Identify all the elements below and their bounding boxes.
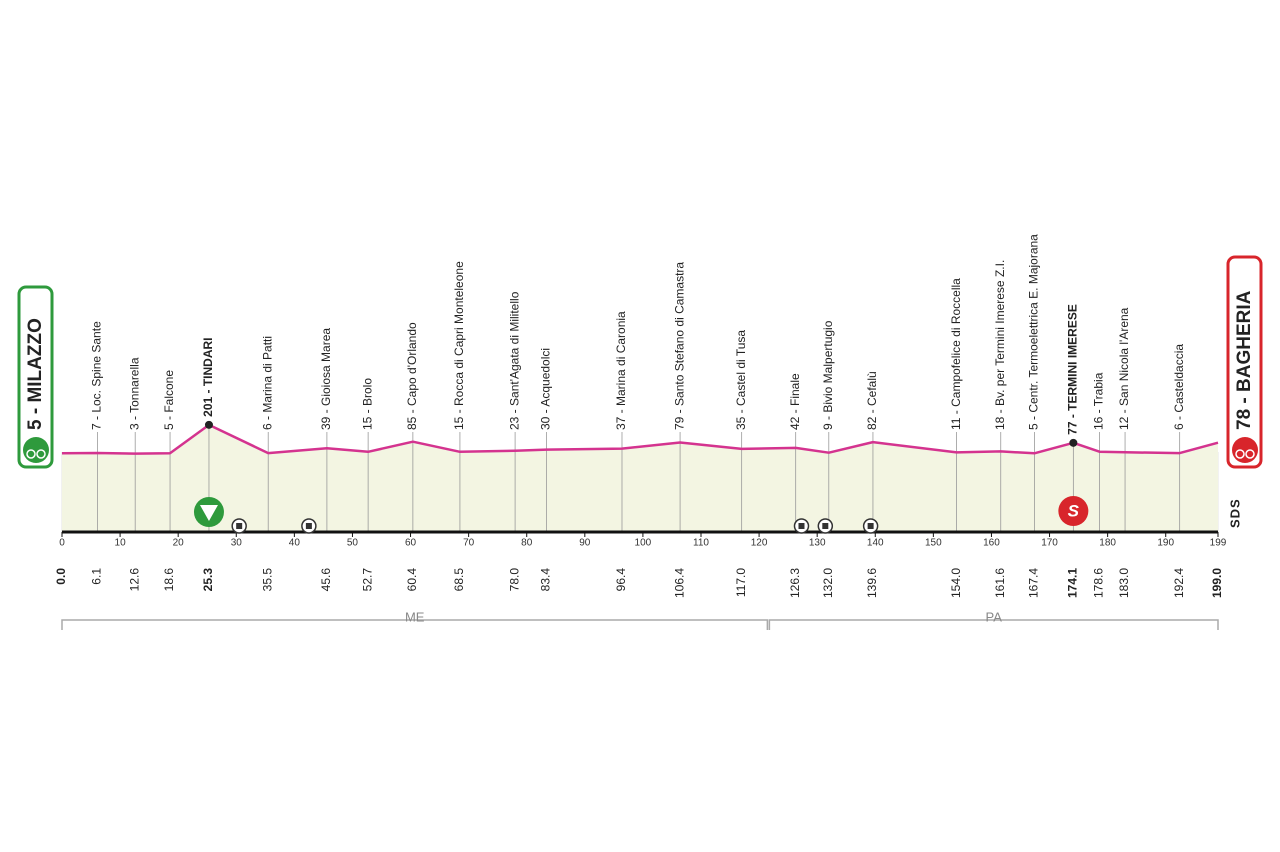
km-label: 12.6 (127, 568, 141, 592)
waypoint-label: 18 - Bv. per Termini Imerese Z.I. (993, 260, 1007, 430)
km-label: 132.0 (821, 568, 835, 598)
km-label: 78.0 (507, 568, 521, 592)
tunnel-icon (822, 523, 829, 529)
tick-label: 0 (59, 538, 65, 549)
km-label: 96.4 (614, 568, 628, 592)
tick-label: 120 (751, 538, 768, 549)
waypoint-label: 39 - Gioiosa Marea (319, 328, 333, 430)
km-label: 25.3 (201, 568, 215, 592)
tick-label: 180 (1099, 538, 1116, 549)
tunnel-icon (798, 523, 805, 529)
waypoint-label: 15 - Rocca di Capri Monteleone (452, 261, 466, 430)
tunnel-icon (305, 523, 312, 529)
start-name: 5 - MILAZZO (25, 318, 46, 430)
waypoint-label: 201 - TINDARI (201, 337, 215, 416)
finish-icon (1232, 437, 1258, 463)
km-label: 174.1 (1066, 568, 1080, 598)
km-label: 183.0 (1117, 568, 1131, 598)
km-label: 178.6 (1092, 568, 1106, 598)
waypoint-label: 5 - Falcone (162, 370, 176, 430)
km-label: 0.0 (54, 568, 68, 585)
waypoint-label: 42 - Finale (788, 373, 802, 430)
km-label: 161.6 (993, 568, 1007, 598)
km-label: 68.5 (452, 568, 466, 592)
tick-label: 199 (1210, 538, 1227, 549)
tick-label: 70 (463, 538, 475, 549)
region-bracket (61, 619, 769, 630)
km-label: 139.6 (865, 568, 879, 598)
tick-label: 130 (809, 538, 826, 549)
profile-area (62, 424, 1218, 532)
waypoint-label: 16 - Trabia (1092, 372, 1106, 430)
tick-label: 80 (521, 538, 533, 549)
waypoint-label: 35 - Castel di Tusa (734, 330, 748, 430)
finish-icon (1245, 449, 1255, 459)
sprint-icon (1058, 496, 1089, 526)
km-label: 117.0 (734, 568, 748, 597)
km-label: 106.4 (672, 568, 686, 598)
km-label: 126.3 (788, 568, 802, 598)
finish-name: 78 - BAGHERIA (1234, 290, 1255, 430)
waypoint-label: 3 - Tonnarella (127, 357, 141, 430)
waypoint-label: 11 - Campofelice di Roccella (949, 278, 963, 430)
waypoint-label: 30 - Acquedolci (539, 348, 553, 430)
km-label: 60.4 (405, 568, 419, 592)
waypoint-dot (1069, 438, 1078, 447)
tick-label: 20 (173, 538, 185, 549)
sprint-icon: S (1068, 501, 1080, 520)
waypoint-label: 23 - Sant'Agata di Militello (507, 291, 521, 430)
waypoint-label: 6 - Casteldaccia (1172, 344, 1186, 430)
start-box (17, 285, 54, 469)
waypoint-label: 6 - Marina di Patti (260, 336, 274, 430)
km-label: 167.4 (1027, 568, 1041, 598)
waypoint-label: 9 - Bivio Malpertugio (821, 320, 835, 430)
climb-icon (199, 505, 218, 521)
tick-label: 60 (405, 538, 417, 549)
waypoint-dot (204, 420, 213, 429)
km-label: 18.6 (162, 568, 176, 592)
region-label: PA (985, 609, 1002, 624)
waypoint-label: 12 - San Nicola l'Arena (1117, 307, 1131, 430)
tick-label: 150 (925, 538, 942, 549)
logo: SDS (1227, 498, 1242, 528)
start-icon (23, 437, 49, 463)
km-label: 45.6 (319, 568, 333, 592)
finish-icon (1235, 449, 1245, 459)
tick-label: 90 (579, 538, 591, 549)
tick-label: 50 (347, 538, 359, 549)
km-label: 83.4 (539, 568, 553, 592)
tick-label: 170 (1041, 538, 1058, 549)
km-label: 35.5 (260, 568, 274, 592)
km-label: 154.0 (949, 568, 963, 598)
tunnel-icon (867, 523, 874, 529)
tunnel-icon (236, 523, 243, 529)
tick-label: 100 (635, 538, 652, 549)
waypoint-label: 79 - Santo Stefano di Camastra (672, 262, 686, 430)
region-bracket (768, 619, 1219, 630)
start-icon (26, 449, 36, 459)
start-icon (36, 449, 46, 459)
tick-label: 110 (693, 538, 709, 549)
tick-label: 30 (231, 538, 243, 549)
km-label: 192.4 (1172, 568, 1186, 598)
km-label: 52.7 (360, 568, 374, 592)
profile-line (61, 423, 1219, 455)
finish-box (1226, 255, 1263, 469)
waypoint-label: 37 - Marina di Caronia (614, 311, 628, 430)
tick-label: 40 (289, 538, 301, 549)
tick-label: 160 (983, 538, 1000, 549)
km-label: 6.1 (90, 568, 104, 585)
waypoint-label: 77 - TERMINI IMERESE (1066, 304, 1080, 435)
tick-label: 10 (115, 538, 127, 549)
tick-label: 140 (867, 538, 884, 549)
waypoint-label: 7 - Loc. Spine Sante (90, 321, 104, 430)
km-label: 199.0 (1210, 568, 1224, 598)
waypoint-label: 82 - Cefalù (865, 371, 879, 430)
waypoint-label: 15 - Brolo (360, 378, 374, 430)
waypoint-label: 5 - Centr. Termoelettrica E. Majorana (1027, 234, 1041, 430)
waypoint-label: 85 - Capo d'Orlando (405, 322, 419, 430)
tick-label: 190 (1157, 538, 1174, 549)
region-label: ME (405, 609, 425, 624)
